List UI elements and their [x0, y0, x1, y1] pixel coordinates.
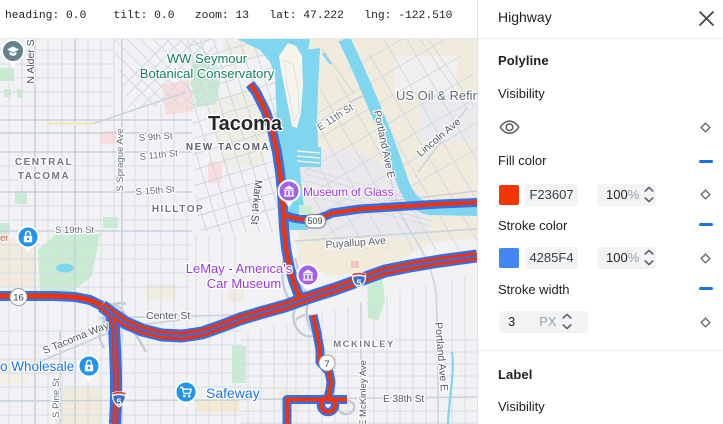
svg-text:HILLTOP: HILLTOP — [152, 204, 204, 215]
svg-text:S Pine St: S Pine St — [51, 378, 62, 418]
svg-text:Botanical Conservatory: Botanical Conservatory — [140, 66, 275, 81]
svg-text:S 11th St: S 11th St — [139, 148, 179, 163]
svg-text:5: 5 — [116, 397, 122, 408]
svg-text:WW Seymour: WW Seymour — [167, 51, 248, 66]
svg-text:CENTRAL: CENTRAL — [15, 157, 73, 168]
svg-text:E 38th St: E 38th St — [383, 394, 424, 405]
svg-text:7: 7 — [324, 359, 329, 370]
svg-text:o Wholesale: o Wholesale — [0, 359, 74, 374]
svg-text:Museum of Glass: Museum of Glass — [303, 185, 394, 199]
svg-text:E McKinley Ave: E McKinley Ave — [358, 360, 369, 424]
svg-text:16: 16 — [13, 293, 24, 304]
svg-text:Puyallup Ave: Puyallup Ave — [325, 235, 386, 251]
svg-text:S 9th St: S 9th St — [138, 131, 173, 144]
svg-text:509: 509 — [307, 216, 322, 226]
svg-text:Center St: Center St — [146, 310, 190, 322]
svg-text:LeMay - America's: LeMay - America's — [186, 261, 293, 276]
svg-text:S 19th St: S 19th St — [55, 225, 94, 236]
svg-text:S 15th St: S 15th St — [135, 184, 175, 198]
svg-text:Car Museum: Car Museum — [207, 276, 281, 291]
svg-text:S Sprague Ave: S Sprague Ave — [115, 128, 126, 191]
svg-text:TACOMA: TACOMA — [18, 171, 70, 182]
svg-text:Market St: Market St — [248, 179, 264, 225]
svg-text:Tacoma: Tacoma — [208, 113, 283, 135]
svg-text:5: 5 — [356, 278, 362, 289]
svg-text:US Oil & Refinin: US Oil & Refinin — [396, 88, 477, 103]
svg-text:Safeway: Safeway — [206, 385, 260, 401]
svg-text:er: er — [0, 233, 10, 244]
svg-text:MCKINLEY: MCKINLEY — [333, 339, 395, 350]
svg-text:N Alder St: N Alder St — [25, 39, 37, 84]
svg-text:NEW TACOMA: NEW TACOMA — [186, 142, 270, 153]
